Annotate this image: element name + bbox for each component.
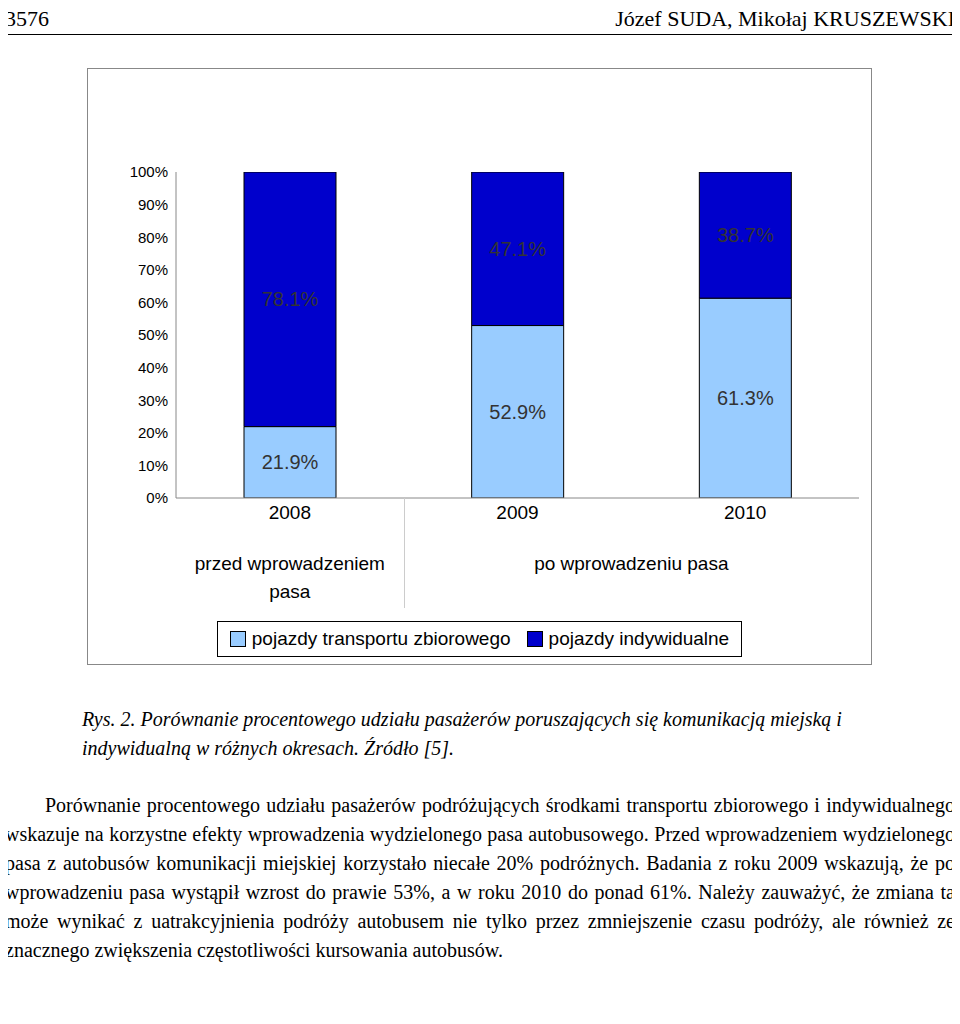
svg-text:52.9%: 52.9% [489, 401, 546, 423]
svg-text:38.7%: 38.7% [717, 224, 774, 246]
svg-text:78.1%: 78.1% [262, 288, 319, 310]
svg-text:40%: 40% [138, 359, 168, 376]
html-text:pojazdy indywidualne: pojazdy indywidualne [548, 628, 730, 649]
html-text:Józef SUDA, Mikołaj KRUSZEWSKI: Józef SUDA, Mikołaj KRUSZEWSKI [615, 6, 955, 31]
svg-text:21.9%: 21.9% [262, 451, 319, 473]
svg-text:50%: 50% [138, 326, 168, 343]
svg-text:0%: 0% [146, 489, 168, 506]
html-text:Porównanie procentowego udział: Porównanie procentowego udziału pasażeró… [5, 794, 955, 961]
svg-text:80%: 80% [138, 229, 168, 246]
svg-text:47.1%: 47.1% [489, 238, 546, 260]
svg-text:61.3%: 61.3% [717, 387, 774, 409]
svg-text:70%: 70% [138, 261, 168, 278]
svg-text:30%: 30% [138, 392, 168, 409]
svg-text:20%: 20% [138, 424, 168, 441]
svg-text:2009: 2009 [496, 502, 538, 523]
html-text:3576: 3576 [5, 6, 49, 31]
svg-text:10%: 10% [138, 457, 168, 474]
svg-text:100%: 100% [130, 163, 168, 180]
html-text:po wprowadzeniu pasa: po wprowadzeniu pasa [534, 553, 729, 574]
html-text:przed wprowadzeniem pasa: przed wprowadzeniem pasa [194, 553, 385, 602]
html-text:Rys. 2. Porównanie procentoweg: Rys. 2. Porównanie procentowego udziału … [82, 708, 842, 759]
svg-text:2010: 2010 [724, 502, 766, 523]
html-text:pojazdy transportu zbiorowego: pojazdy transportu zbiorowego [251, 628, 511, 649]
svg-text:2008: 2008 [269, 502, 311, 523]
svg-text:90%: 90% [138, 196, 168, 213]
svg-text:60%: 60% [138, 294, 168, 311]
